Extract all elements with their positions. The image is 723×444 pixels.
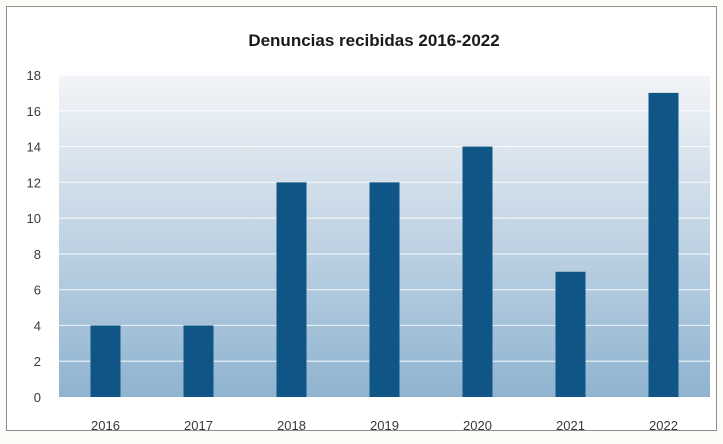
y-tick-label: 18 bbox=[27, 68, 41, 83]
x-axis-ticks: 2016 2017 2018 2019 2020 2021 2022 bbox=[91, 418, 678, 433]
bar-2016 bbox=[90, 325, 121, 397]
y-tick-label: 2 bbox=[34, 354, 41, 369]
bar-2021 bbox=[555, 271, 586, 397]
y-tick-label: 0 bbox=[34, 390, 41, 405]
bar-chart: 0 2 4 6 8 10 12 14 16 18 2016 2017 2018 2019 2020 2021… bbox=[27, 31, 710, 433]
chart-title: Denuncias recibidas 2016-2022 bbox=[248, 31, 499, 50]
y-tick-label: 14 bbox=[27, 140, 41, 155]
x-tick-label-2017: 2017 bbox=[184, 418, 213, 433]
x-tick-label-2016: 2016 bbox=[91, 418, 120, 433]
y-tick-label: 16 bbox=[27, 104, 41, 119]
bar-2018 bbox=[276, 182, 307, 397]
bar-2020 bbox=[462, 146, 493, 397]
x-tick-label-2021: 2021 bbox=[556, 418, 585, 433]
bar-2019 bbox=[369, 182, 400, 397]
bar-2017 bbox=[183, 325, 214, 397]
y-tick-label: 10 bbox=[27, 211, 41, 226]
x-tick-label-2022: 2022 bbox=[649, 418, 678, 433]
y-tick-label: 8 bbox=[34, 247, 41, 262]
chart-frame: 0 2 4 6 8 10 12 14 16 18 2016 2017 2018 2019 2020 2021… bbox=[6, 6, 717, 433]
x-tick-label-2018: 2018 bbox=[277, 418, 306, 433]
y-tick-label: 4 bbox=[34, 318, 41, 333]
y-tick-label: 6 bbox=[34, 283, 41, 298]
bar-2022 bbox=[648, 92, 679, 397]
x-tick-label-2020: 2020 bbox=[463, 418, 492, 433]
y-tick-label: 12 bbox=[27, 175, 41, 190]
y-axis-ticks: 0 2 4 6 8 10 12 14 16 18 bbox=[27, 68, 41, 405]
x-tick-label-2019: 2019 bbox=[370, 418, 399, 433]
bars bbox=[90, 92, 679, 397]
